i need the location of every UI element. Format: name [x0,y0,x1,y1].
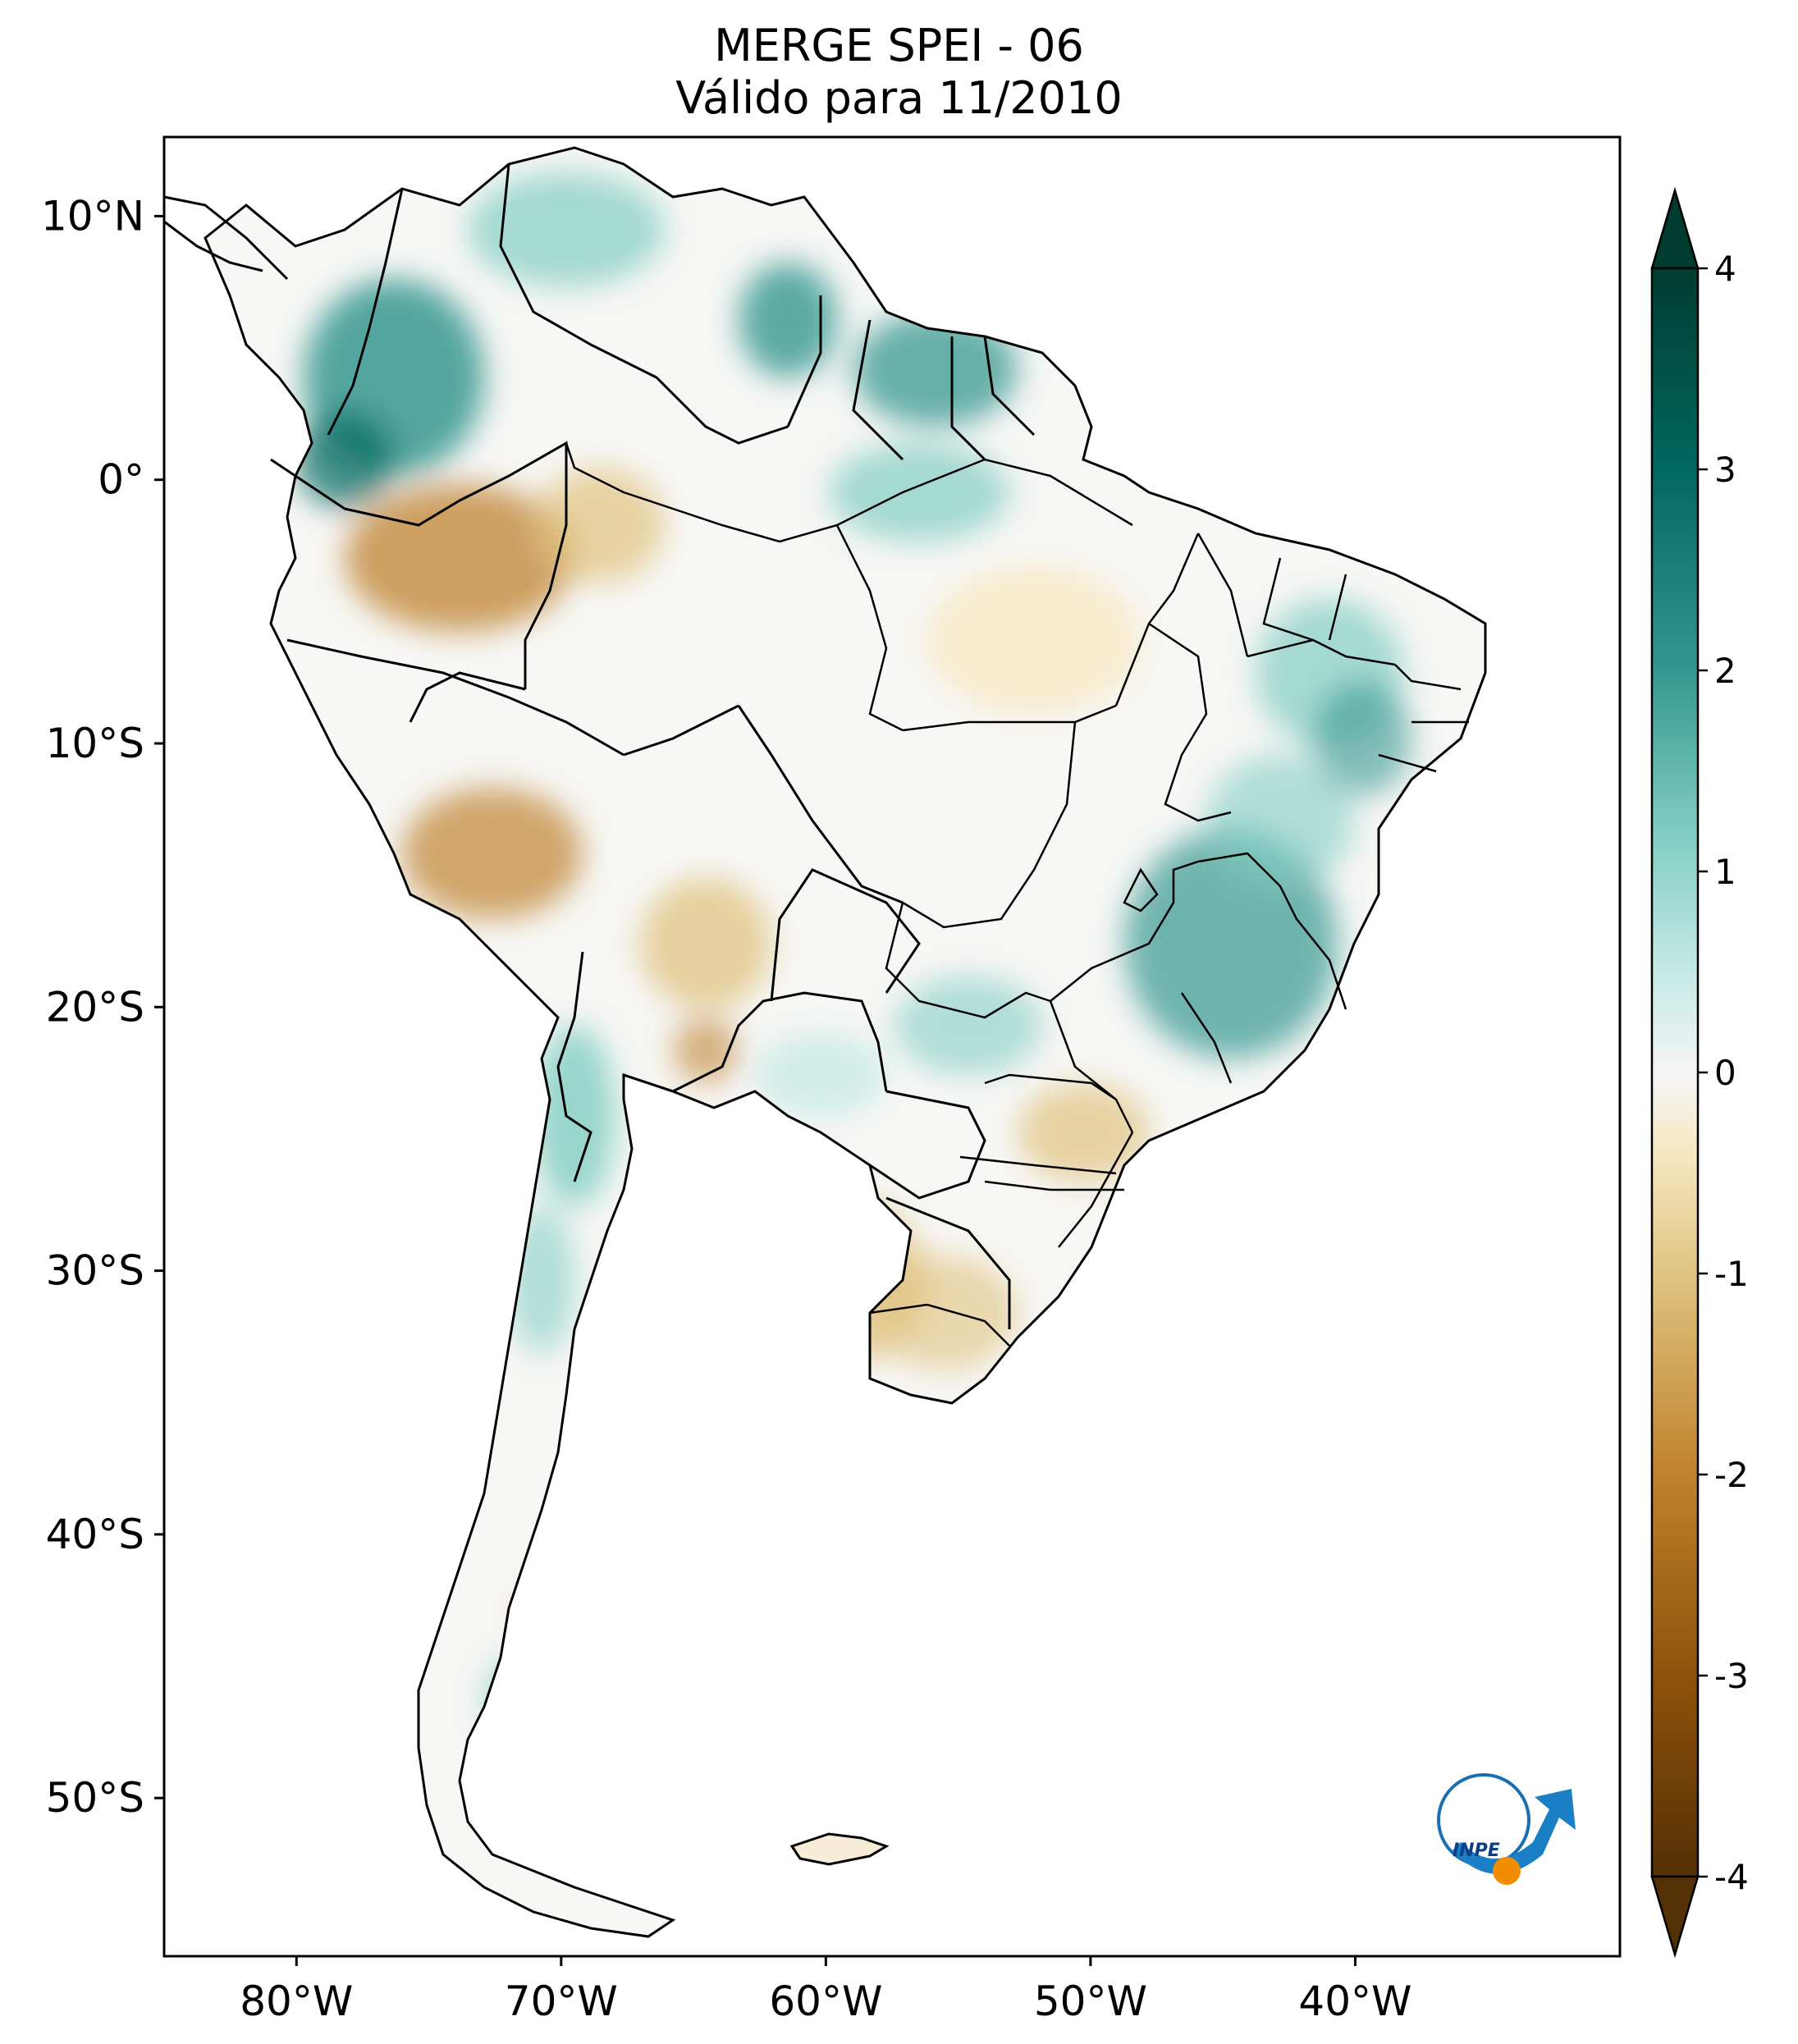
central-america-coast [163,195,289,281]
lon-label: 40°W [1298,1978,1411,2025]
longitude-axis: 80°W 70°W 60°W 50°W 40°W [240,1956,1411,2025]
lat-label: 0° [98,456,144,504]
colorbar-tick-label: -2 [1714,1455,1749,1495]
lon-label: 80°W [240,1978,353,2025]
colorbar-tick-label: 4 [1714,249,1736,289]
lon-label: 70°W [505,1978,618,2025]
colorbar-ticks: 4 3 2 1 0 -1 -2 -3 -4 [1698,249,1749,1897]
colorbar-tick-label: 2 [1714,651,1736,691]
map-title-line2: Válido para 11/2010 [675,72,1123,124]
colorbar-tick-label: -3 [1714,1656,1749,1696]
latitude-axis: 10°N 0° 10°S 20°S 30°S 40°S 50°S [41,192,164,1822]
colorbar: 4 3 2 1 0 -1 -2 -3 -4 [1650,186,1749,1959]
logo-sun-icon [1493,1857,1521,1885]
colorbar-tick-label: 3 [1714,450,1736,490]
map-frame [162,135,1622,1958]
inpe-logo: INPE [1437,1773,1576,1885]
logo-arrow-icon [1453,1789,1576,1874]
map-title-line1: MERGE SPEI - 06 [714,20,1084,71]
colorbar-tick-label: -4 [1714,1857,1749,1897]
state-borders [565,442,1469,1347]
country-borders [270,163,1036,1329]
spei-anomaly-field [295,172,1411,1748]
lon-label: 50°W [1034,1978,1147,2025]
colorbar-tick-label: 1 [1714,852,1736,892]
falkland-islands [789,1832,890,1866]
colorbar-tick-label: -1 [1714,1254,1749,1294]
lat-label: 30°S [46,1247,144,1295]
lat-label: 10°S [46,720,144,767]
central-america-coast-2 [163,220,263,272]
colorbar-tick-label: 0 [1714,1053,1736,1093]
colorbar-extend-top [1650,186,1700,270]
colorbar-gradient [1650,267,1700,1878]
lon-label: 60°W [769,1978,882,2025]
coastline [204,146,1487,1938]
logo-text: INPE [1453,1841,1500,1861]
lat-label: 20°S [46,983,144,1031]
colorbar-extend-bottom [1650,1875,1700,1959]
lat-label: 10°N [41,192,144,240]
lat-label: 50°S [46,1774,144,1822]
lat-label: 40°S [46,1511,144,1558]
